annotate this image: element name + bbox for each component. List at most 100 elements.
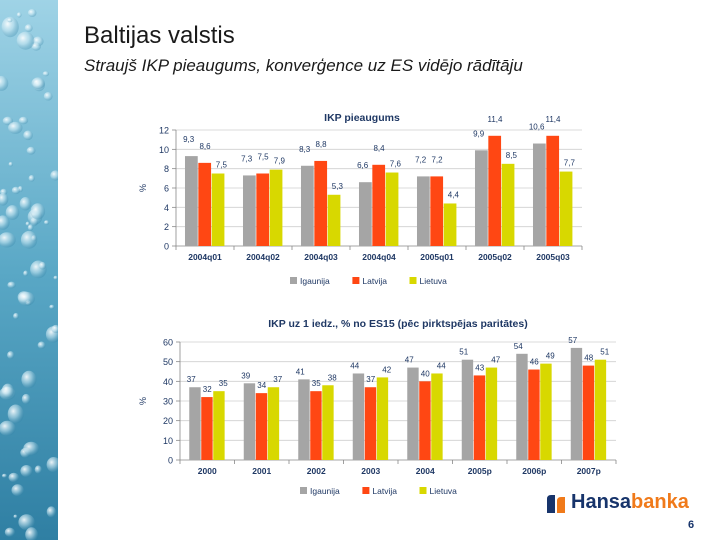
water-drop — [18, 291, 35, 306]
data-label: 35 — [219, 379, 228, 388]
water-drop — [20, 230, 38, 249]
x-tick-label: 2005p — [468, 466, 492, 476]
y-tick-label: 2 — [164, 222, 169, 232]
water-drop — [7, 404, 24, 424]
data-label: 44 — [350, 361, 359, 370]
legend-label-lietuva: Lietuva — [430, 486, 458, 496]
data-label: 8,8 — [315, 140, 327, 149]
data-label: 48 — [584, 354, 593, 363]
x-tick-label: 2004 — [416, 466, 435, 476]
legend-label-latvija: Latvija — [362, 276, 387, 286]
water-drop — [5, 205, 20, 220]
bar-lietuva — [213, 391, 225, 460]
y-axis-label: % — [138, 184, 148, 192]
data-label: 57 — [568, 336, 577, 345]
bar-igaunija — [189, 387, 201, 460]
water-drops-side-decoration — [0, 0, 58, 540]
data-label: 4,4 — [448, 190, 460, 199]
water-drop — [11, 186, 21, 195]
bar-lietuva — [211, 173, 225, 246]
water-drop — [0, 420, 16, 436]
water-drop — [27, 224, 34, 231]
water-drop — [38, 261, 47, 270]
bar-latvija — [430, 176, 444, 246]
data-label: 42 — [382, 365, 391, 374]
bar-igaunija — [570, 347, 583, 460]
data-label: 7,5 — [257, 153, 269, 162]
legend-label-igaunija: Igaunija — [300, 276, 330, 286]
x-tick-label: 2001 — [252, 466, 271, 476]
water-drop — [8, 472, 20, 483]
bar-lietuva — [385, 172, 399, 246]
data-label: 37 — [366, 375, 375, 384]
bar-latvija — [582, 365, 595, 460]
data-label: 8,6 — [199, 142, 211, 151]
data-label: 35 — [312, 379, 321, 388]
data-label: 37 — [273, 375, 282, 384]
hansabanka-logo-icon — [547, 495, 565, 513]
data-label: 40 — [421, 369, 430, 378]
data-label: 43 — [475, 363, 484, 372]
logo-text-part1: Hansa — [571, 491, 632, 513]
data-label: 51 — [459, 348, 468, 357]
page-title: Baltijas valstis — [84, 22, 235, 49]
water-drop — [7, 18, 13, 23]
y-tick-label: 50 — [163, 357, 173, 367]
bar-igaunija — [300, 165, 314, 246]
water-drop — [8, 121, 23, 134]
data-label: 47 — [491, 356, 500, 365]
water-drop — [7, 281, 16, 289]
bar-igaunija — [242, 175, 256, 246]
water-drop — [44, 220, 50, 225]
bar-lietuva — [327, 194, 341, 246]
water-drop — [7, 351, 15, 360]
x-tick-label: 2005q01 — [420, 252, 454, 262]
x-tick-label: 2004q04 — [362, 252, 396, 262]
water-drop — [46, 457, 58, 473]
water-drop — [2, 116, 14, 126]
bar-lietuva — [376, 377, 389, 460]
data-label: 37 — [187, 375, 196, 384]
x-tick-label: 2004q01 — [188, 252, 222, 262]
water-drop — [26, 146, 36, 155]
bar-igaunija — [474, 150, 488, 246]
bar-latvija — [372, 164, 386, 246]
y-tick-label: 0 — [168, 456, 173, 466]
data-label: 32 — [203, 385, 212, 394]
x-tick-label: 2004q03 — [304, 252, 338, 262]
bar-igaunija — [298, 379, 310, 460]
water-drop — [1, 16, 19, 38]
y-tick-label: 12 — [159, 126, 169, 136]
water-drop — [27, 9, 37, 17]
bar-lietuva — [501, 163, 515, 246]
water-drop — [16, 12, 22, 18]
bar-lietuva — [443, 203, 457, 246]
bar-lietuva — [322, 385, 334, 460]
legend-label-lietuva: Lietuva — [420, 276, 448, 286]
y-axis-label: % — [138, 397, 148, 405]
water-drop — [25, 221, 30, 227]
data-label: 54 — [514, 342, 523, 351]
x-tick-label: 2004q02 — [246, 252, 280, 262]
data-label: 7,6 — [390, 160, 402, 169]
x-tick-label: 2005q02 — [478, 252, 512, 262]
legend-swatch-igaunija — [290, 277, 297, 284]
y-tick-label: 10 — [163, 436, 173, 446]
water-drop — [16, 31, 35, 50]
water-drop — [8, 161, 13, 167]
data-label: 7,7 — [564, 159, 576, 168]
y-tick-label: 60 — [163, 338, 173, 348]
data-label: 47 — [405, 356, 414, 365]
chart-1: IKP pieaugums 0 2 4 6 8 10 12% 2004q01 9,3 8,6 7,5 2… — [138, 112, 583, 286]
bar-igaunija — [352, 373, 365, 460]
legend-label-igaunija: Igaunija — [310, 486, 340, 496]
bar-igaunija — [407, 367, 419, 460]
y-tick-label: 20 — [163, 416, 173, 426]
chart-2: IKP uz 1 iedz., % no ES15 (pēc pirktspēj… — [138, 318, 617, 496]
water-drop — [19, 197, 32, 211]
bar-latvija — [255, 393, 268, 460]
legend-swatch-lietuva — [409, 277, 417, 284]
data-label: 5,3 — [332, 182, 344, 191]
legend-swatch-igaunija — [300, 487, 307, 494]
logo-text-part2: banka — [631, 491, 689, 513]
